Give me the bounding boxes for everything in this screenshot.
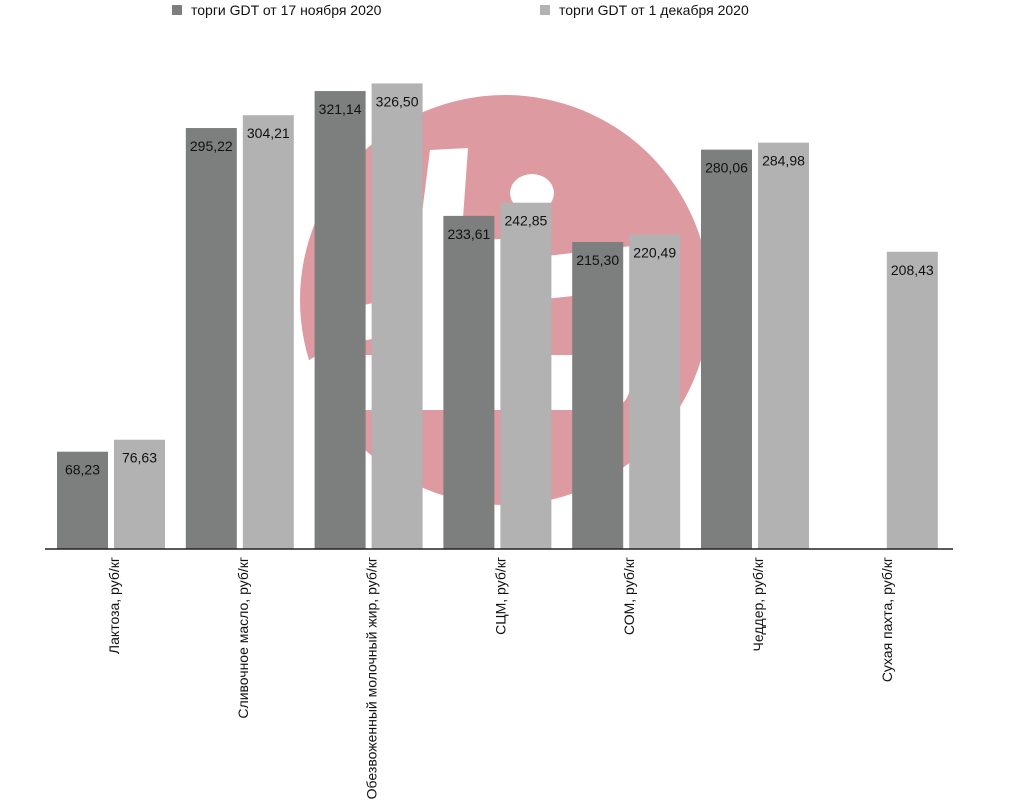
x-tick-label-5: СОМ, руб/кг [621,557,637,635]
x-tick-label-2: Сливочное масло, руб/кг [235,557,251,719]
bar-series-1-cat-2 [185,128,237,550]
data-label-series-1-cat-2: 295,22 [190,138,233,154]
bar-series-2-cat-2 [242,115,294,550]
data-label-series-2-cat-5: 220,49 [633,245,676,261]
legend-item-series-1: торги GDT от 17 ноября 2020 [172,0,381,20]
data-label-series-2-cat-4: 242,85 [504,213,547,229]
bar-series-1-cat-1 [57,451,108,549]
legend-swatch-series-2 [540,5,550,15]
legend-swatch-series-1 [172,5,182,15]
x-tick-label-6: Чеддер, руб/кг [750,557,766,651]
bar-series-2-cat-5 [629,234,681,550]
bar-series-1-cat-4 [443,215,495,549]
bar-series-2-cat-1 [114,439,165,549]
bar-series-1-cat-6 [701,149,752,549]
bar-series-2-cat-7 [886,251,938,549]
data-label-series-2-cat-6: 284,98 [762,153,805,169]
legend-label-series-2: торги GDT от 1 декабря 2020 [559,2,749,18]
data-label-series-1-cat-4: 233,61 [447,226,490,242]
data-label-series-2-cat-3: 326,50 [376,93,419,109]
bar-series-2-cat-4 [500,202,552,549]
data-label-series-2-cat-7: 208,43 [891,262,934,278]
data-label-series-2-cat-2: 304,21 [247,125,290,141]
legend-label-series-1: торги GDT от 17 ноября 2020 [191,2,382,18]
x-tick-label-4: СЦМ, руб/кг [492,557,508,635]
x-tick-label-3: Обезвоженный молочный жир, руб/кг [364,557,380,799]
bar-series-2-cat-6 [758,142,809,549]
x-tick-label-1: Лактоза, руб/кг [106,557,122,654]
bar-series-2-cat-3 [371,83,423,549]
x-tick-label-7: Сухая пахта, руб/кг [879,557,895,682]
data-label-series-1-cat-3: 321,14 [319,101,362,117]
bar-series-1-cat-5 [572,241,624,549]
data-label-series-2-cat-1: 76,63 [122,450,157,466]
data-label-series-1-cat-6: 280,06 [705,160,748,176]
bar-series-1-cat-3 [314,91,366,550]
legend-item-series-2: торги GDT от 1 декабря 2020 [540,0,749,20]
data-label-series-1-cat-5: 215,30 [576,252,619,268]
data-label-series-1-cat-1: 68,23 [65,462,100,478]
